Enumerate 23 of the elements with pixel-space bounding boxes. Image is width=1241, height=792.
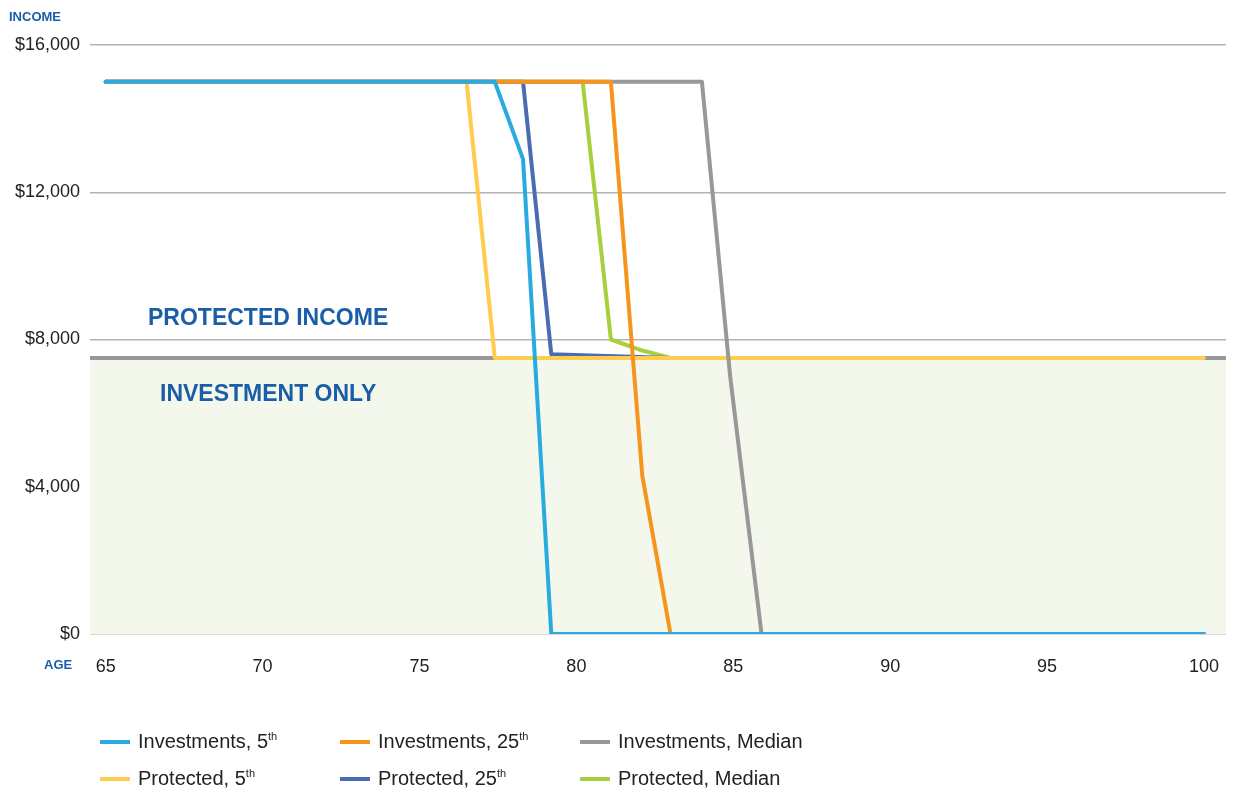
legend-label: Protected, 25$^{th}$ [378, 767, 507, 790]
legend-label: Investments, Median [618, 730, 803, 753]
y-tick-label: $4,000 [24, 475, 80, 496]
x-tick-label: 90 [880, 655, 901, 676]
band-label: INVESTMENT ONLY [160, 379, 377, 406]
y-tick-label: $0 [59, 622, 80, 643]
y-axis-title: INCOME [9, 9, 61, 24]
legend-label: Investments, 5$^{th}$ [138, 730, 278, 753]
y-tick-label: $16,000 [14, 33, 80, 54]
x-tick-label: 65 [95, 655, 116, 676]
legend-label: Protected, 5$^{th}$ [138, 767, 256, 790]
x-tick-label: 85 [723, 655, 744, 676]
x-tick-label: 100 [1188, 655, 1220, 676]
y-tick-label: $8,000 [24, 328, 80, 349]
legend-label: Investments, 25$^{th}$ [378, 730, 529, 753]
ref-line-label: PROTECTED INCOME [148, 303, 389, 330]
x-axis-title: AGE [44, 657, 73, 672]
x-tick-label: 95 [1037, 655, 1058, 676]
x-tick-label: 75 [409, 655, 430, 676]
legend-label: Protected, Median [618, 767, 781, 790]
x-tick-label: 70 [252, 655, 273, 676]
x-tick-label: 80 [566, 655, 587, 676]
y-tick-label: $12,000 [14, 181, 80, 202]
